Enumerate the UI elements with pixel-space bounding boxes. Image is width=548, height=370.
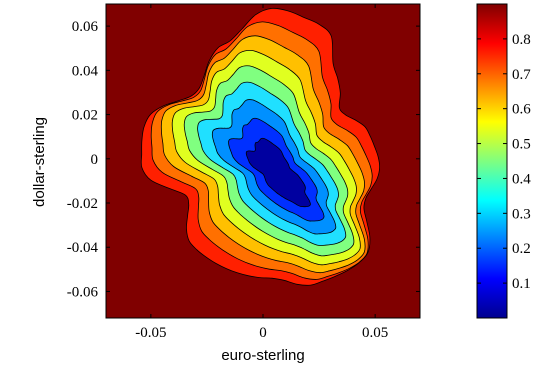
colorbar: 0.1 0.2 0.3 0.4 0.5 0.6 0.7 0.8 [476, 3, 531, 319]
colorbar-tick-label: 0.6 [512, 102, 531, 118]
y-axis-label: dollar-sterling [31, 117, 48, 207]
y-tick-label: -0.02 [67, 196, 98, 212]
y-tick-label: 0.02 [72, 108, 98, 124]
colorbar-ticks: 0.1 0.2 0.3 0.4 0.5 0.6 0.7 0.8 [477, 32, 531, 292]
y-tick-label: 0 [91, 152, 99, 168]
colorbar-tick-label: 0.1 [512, 276, 531, 292]
contour-bands [140, 7, 381, 286]
y-tick-label: -0.04 [67, 240, 99, 256]
plot-area [105, 3, 421, 319]
colorbar-tick-label: 0.5 [512, 137, 531, 153]
contour-band [245, 137, 311, 208]
colorbar-tick-label: 0.7 [512, 67, 531, 83]
x-tick-label: 0 [259, 325, 267, 341]
y-axis-ticks: 0.06 0.04 0.02 0 -0.02 -0.04 -0.06 [67, 19, 420, 300]
colorbar-tick-label: 0.2 [512, 241, 531, 257]
x-tick-label: 0.05 [362, 325, 388, 341]
y-tick-label: -0.06 [67, 284, 99, 300]
colorbar-tick-label: 0.3 [512, 206, 531, 222]
colorbar-tick-label: 0.8 [512, 32, 531, 48]
y-tick-label: 0.04 [72, 63, 99, 79]
x-axis-label: euro-sterling [221, 347, 304, 364]
colorbar-gradient [476, 3, 508, 319]
x-axis-ticks: -0.05 0 0.05 [135, 4, 388, 341]
y-tick-label: 0.06 [72, 19, 99, 35]
x-tick-label: -0.05 [135, 325, 166, 341]
colorbar-tick-label: 0.4 [512, 171, 531, 187]
